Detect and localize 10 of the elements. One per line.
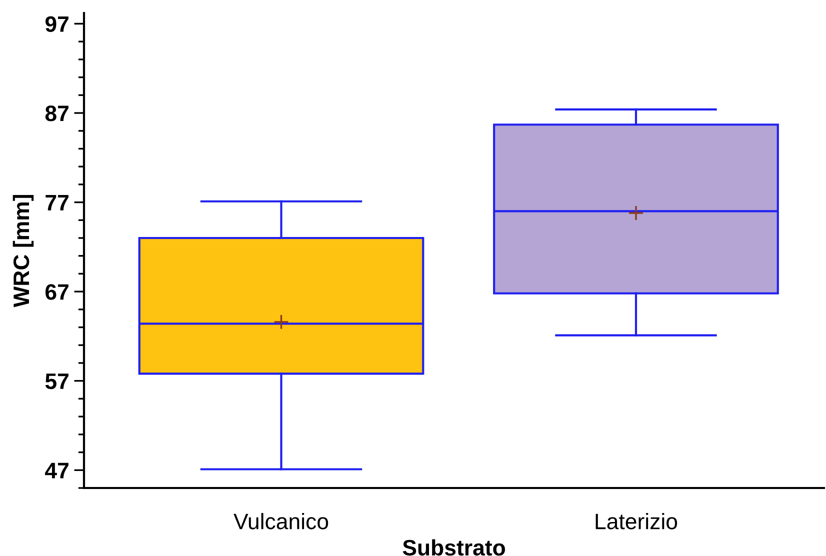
- x-tick-label: Vulcanico: [234, 513, 328, 530]
- x-tick-label: Laterizio: [596, 513, 678, 530]
- y-tick-label: 77: [46, 195, 68, 210]
- y-tick-label: 47: [45, 462, 68, 478]
- x-axis-title: Substrato: [402, 539, 505, 556]
- y-tick-label: 57: [45, 374, 68, 390]
- y-tick-label: 67: [46, 284, 68, 300]
- y-tick-label: 87: [45, 106, 68, 122]
- y-tick-label: 97: [45, 16, 68, 32]
- y-axis-title: WRC [mm]: [12, 194, 34, 308]
